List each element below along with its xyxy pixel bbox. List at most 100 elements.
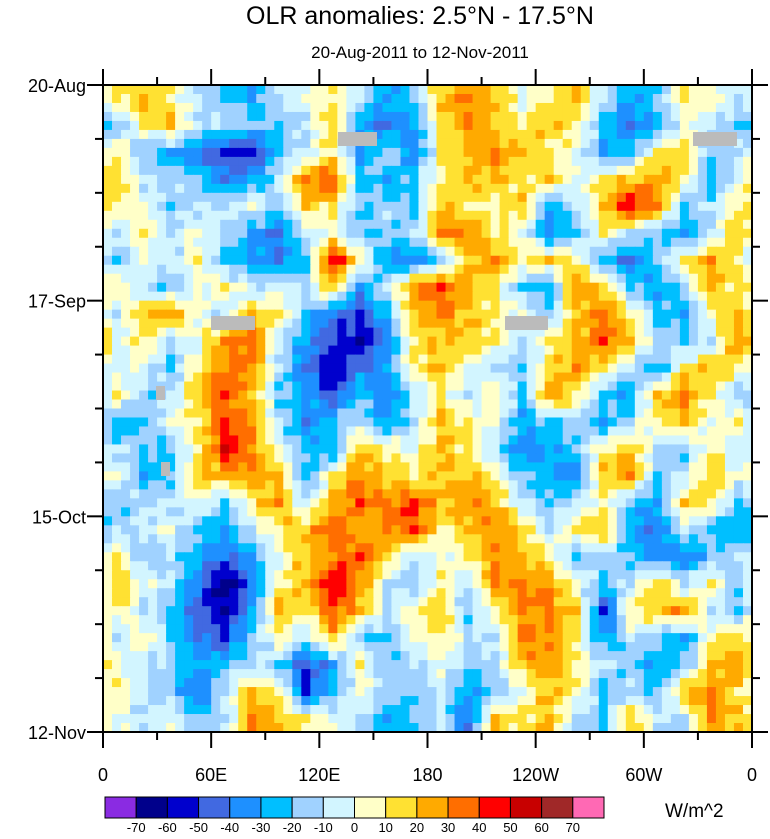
heatmap-cell [337, 444, 347, 455]
heatmap-cell [130, 561, 140, 571]
heatmap-cell [229, 210, 239, 221]
heatmap-cell [229, 561, 239, 571]
heatmap-cell [562, 354, 573, 365]
heatmap-cell [121, 246, 131, 257]
heatmap-cell [193, 543, 203, 553]
heatmap-cell [598, 507, 609, 517]
heatmap-cell [481, 129, 492, 140]
heatmap-cell [580, 489, 591, 499]
heatmap-cell [634, 480, 645, 490]
heatmap-cell [643, 390, 654, 401]
heatmap-cell [742, 651, 753, 661]
heatmap-cell [679, 201, 690, 212]
heatmap-cell [103, 516, 113, 526]
heatmap-cell [535, 255, 546, 266]
heatmap-cell [463, 318, 474, 329]
heatmap-cell [112, 561, 122, 571]
heatmap-cell [634, 210, 645, 221]
heatmap-cell [535, 561, 546, 571]
heatmap-cell [454, 264, 465, 275]
heatmap-cell [148, 651, 158, 661]
heatmap-cell [634, 156, 645, 167]
heatmap-cell [472, 516, 483, 526]
heatmap-cell [427, 282, 438, 293]
heatmap-cell [445, 525, 456, 535]
heatmap-cell [436, 543, 447, 553]
heatmap-cell [652, 147, 663, 158]
heatmap-cell [733, 129, 744, 140]
heatmap-cell [319, 660, 329, 670]
heatmap-cell [679, 390, 690, 401]
heatmap-cell [292, 390, 302, 401]
heatmap-cell [229, 327, 239, 338]
heatmap-cell [193, 85, 203, 95]
heatmap-cell [355, 687, 365, 697]
heatmap-cell [139, 255, 149, 266]
heatmap-cell [184, 489, 194, 499]
heatmap-cell [130, 210, 140, 221]
heatmap-cell [373, 624, 384, 634]
heatmap-cell [166, 300, 176, 311]
heatmap-cell [391, 85, 402, 95]
heatmap-cell [418, 138, 429, 149]
heatmap-cell [148, 318, 158, 329]
heatmap-cell [670, 327, 681, 338]
heatmap-cell [301, 390, 311, 401]
heatmap-cell [364, 588, 375, 598]
heatmap-cell [301, 705, 311, 715]
heatmap-cell [616, 111, 627, 122]
heatmap-cell [328, 372, 338, 383]
heatmap-cell [499, 255, 510, 266]
heatmap-cell [535, 651, 546, 661]
heatmap-cell [634, 363, 645, 374]
heatmap-cell [481, 237, 492, 248]
heatmap-cell [112, 336, 122, 347]
heatmap-cell [697, 237, 708, 248]
heatmap-cell [643, 543, 654, 553]
heatmap-cell [436, 462, 447, 473]
heatmap-cell [130, 192, 140, 203]
heatmap-cell [490, 372, 501, 383]
heatmap-cell [184, 417, 194, 428]
heatmap-cell [634, 111, 645, 122]
heatmap-cell [742, 282, 753, 293]
heatmap-cell [337, 435, 347, 446]
heatmap-cell [103, 264, 113, 275]
heatmap-cell [184, 561, 194, 571]
heatmap-cell [454, 633, 465, 643]
heatmap-cell [589, 291, 600, 302]
heatmap-cell [121, 354, 131, 365]
heatmap-cell [400, 615, 411, 625]
heatmap-cell [166, 237, 176, 248]
heatmap-cell [742, 129, 753, 140]
heatmap-cell [427, 498, 438, 508]
heatmap-cell [229, 624, 239, 634]
heatmap-cell [697, 255, 708, 266]
heatmap-cell [562, 327, 573, 338]
heatmap-cell [436, 111, 447, 122]
heatmap-cell [211, 165, 221, 176]
heatmap-cell [652, 309, 663, 320]
heatmap-cell [553, 408, 564, 419]
heatmap-cell [130, 93, 140, 104]
heatmap-cell [247, 660, 257, 670]
heatmap-cell [427, 390, 438, 401]
heatmap-cell [553, 696, 564, 706]
heatmap-cell [211, 534, 221, 544]
heatmap-cell [706, 381, 717, 392]
heatmap-cell [679, 471, 690, 481]
heatmap-cell [490, 93, 501, 104]
heatmap-cell [508, 183, 519, 194]
heatmap-cell [481, 273, 492, 284]
heatmap-cell [238, 354, 248, 365]
heatmap-cell [652, 489, 663, 499]
heatmap-cell [544, 390, 555, 401]
heatmap-cell [148, 345, 158, 356]
heatmap-cell [121, 183, 131, 194]
heatmap-cell [238, 516, 248, 526]
heatmap-cell [742, 687, 753, 697]
heatmap-cell [616, 336, 627, 347]
heatmap-cell [220, 534, 230, 544]
heatmap-cell [472, 642, 483, 652]
heatmap-cell [427, 345, 438, 356]
